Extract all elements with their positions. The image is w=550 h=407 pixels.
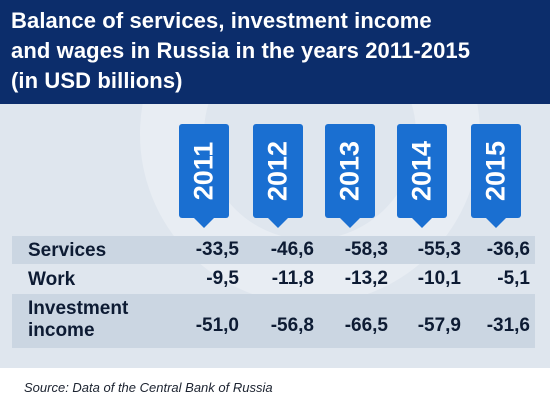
table-cell: -9,5 [206,268,239,289]
row-label: Investment income [28,298,128,342]
year-label: 2011 [188,141,219,201]
table-cell: -56,8 [270,315,314,336]
year-label: 2014 [406,140,437,202]
table-cell: -57,9 [417,315,461,336]
table-cell: -51,0 [195,315,239,336]
year-label: 2015 [480,140,511,202]
year-tab-2014: 2014 [397,124,447,228]
year-tab-2015: 2015 [471,124,521,228]
year-tab-2012: 2012 [253,124,303,228]
table-cell: -33,5 [195,239,239,260]
title-line-1: Balance of services, investment income [11,8,432,33]
year-tab-2011: 2011 [179,124,229,228]
row-label-line: Services [28,240,107,261]
row-label: Services [28,240,106,262]
table-cell: -11,8 [271,268,314,289]
table-cell: -58,3 [344,239,388,260]
row-label-line: Investment [28,298,129,319]
table-cell: -55,3 [417,239,461,260]
row-label: Work [28,269,75,291]
table-row [12,294,535,348]
title-line-2: and wages in Russia in the years 2011-20… [11,38,471,63]
table-cell: -31,6 [486,315,530,336]
row-label-line: Work [28,269,76,290]
table-cell: -36,6 [486,239,530,260]
table-cell: -10,1 [417,268,461,289]
table-cell: -13,2 [344,268,388,289]
table-row [12,236,535,264]
table-cell: -66,5 [344,315,388,336]
source-note: Source: Data of the Central Bank of Russ… [24,380,273,395]
row-label-line: income [28,320,95,341]
year-label: 2012 [262,140,293,202]
table-cell: -5,1 [497,268,530,289]
title-line-3: (in USD billions) [11,68,183,93]
year-tab-2013: 2013 [325,124,375,228]
header-banner: Balance of services, investment income a… [0,0,550,104]
table-cell: -46,6 [270,239,314,260]
year-label: 2013 [334,140,365,202]
